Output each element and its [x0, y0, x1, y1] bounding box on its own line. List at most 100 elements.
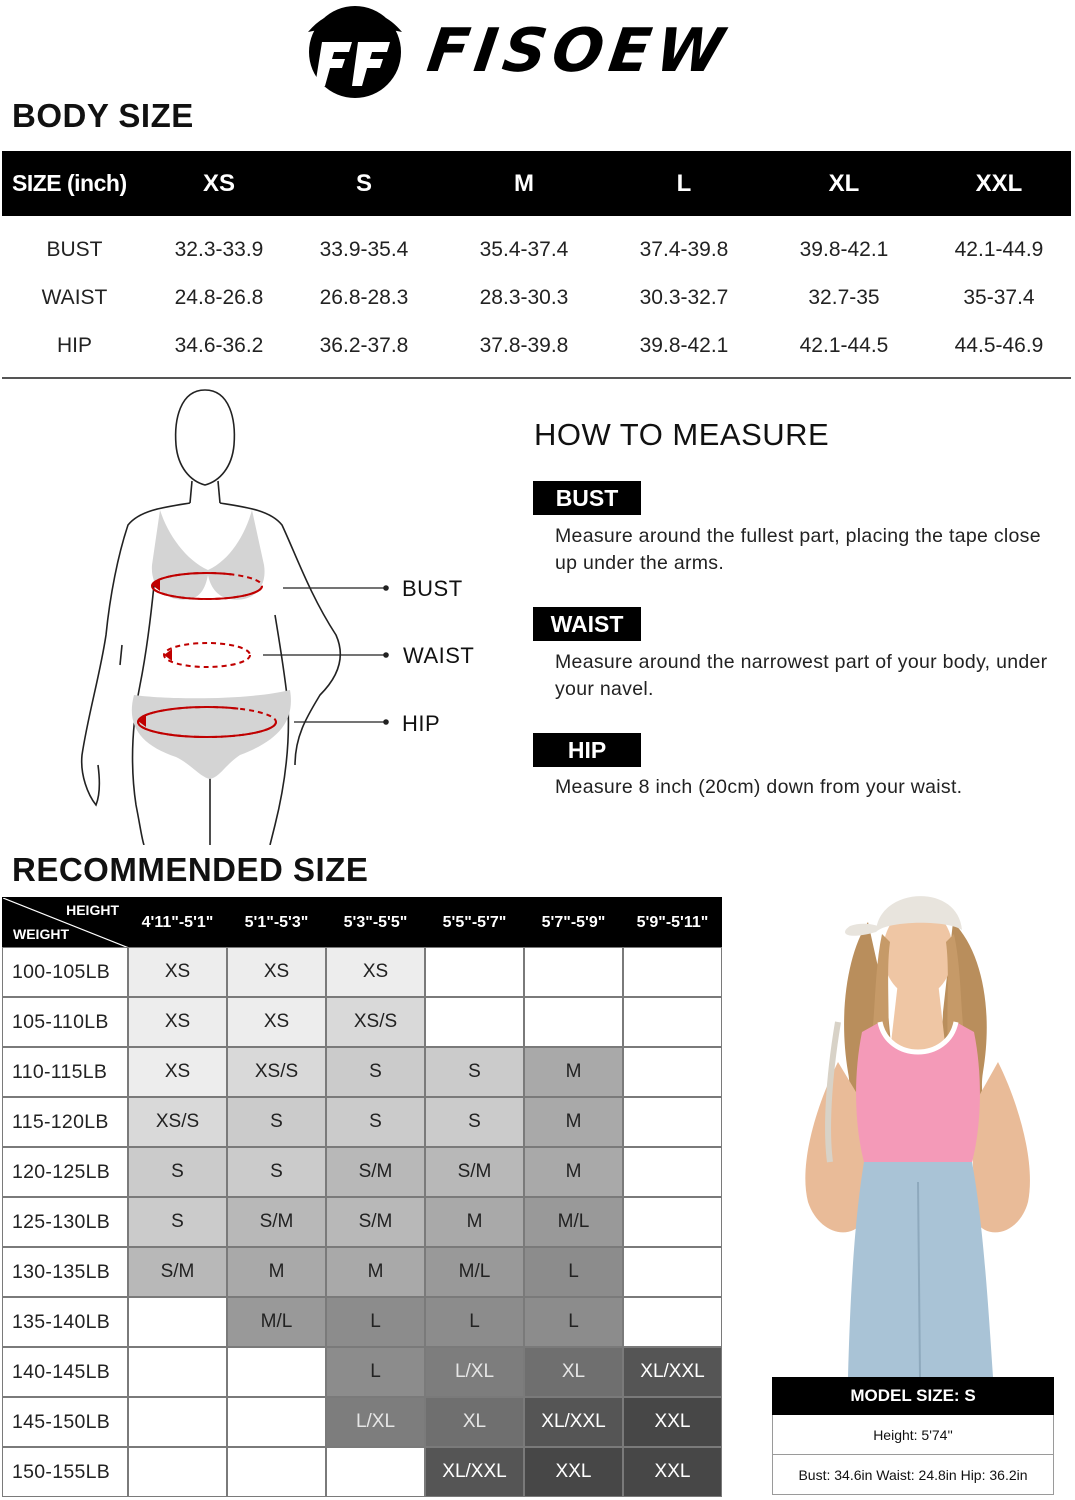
size-grid-cell: S	[227, 1147, 326, 1197]
table-cell: 37.8-39.8	[479, 334, 569, 357]
size-grid-cell: XL/XXL	[425, 1447, 524, 1497]
size-grid-cell	[326, 1447, 425, 1497]
table-cell: 42.1-44.5	[799, 334, 889, 357]
size-grid-cell: S/M	[128, 1247, 227, 1297]
table-cell: 34.6-36.2	[174, 334, 264, 357]
body-measure-figure	[80, 389, 389, 845]
body-size-row-bust: BUST 32.3-33.9 33.9-35.4 35.4-37.4 37.4-39.8…	[2, 230, 1071, 270]
figure-label-bust: BUST	[402, 576, 463, 601]
row-label: BUST	[46, 238, 103, 261]
size-grid-cell: M	[227, 1247, 326, 1297]
size-grid-cell	[623, 1097, 722, 1147]
size-grid-cell: S/M	[326, 1147, 425, 1197]
size-grid-cell: M	[425, 1197, 524, 1247]
size-unit-header: SIZE (inch)	[12, 170, 127, 196]
size-grid-cell: S	[227, 1097, 326, 1147]
table-cell: 39.8-42.1	[639, 334, 729, 357]
size-grid-cell: XS	[128, 1047, 227, 1097]
weight-label: 105-110LB	[2, 997, 128, 1047]
divider	[2, 377, 1071, 379]
body-size-title: BODY SIZE	[12, 97, 194, 134]
table-cell: 24.8-26.8	[174, 286, 264, 309]
size-grid-cell	[524, 947, 623, 997]
size-grid-cell	[227, 1347, 326, 1397]
measure-desc-bust: Measure around the fullest part, placing…	[555, 525, 1041, 574]
size-grid-cell: S	[425, 1097, 524, 1147]
brand-name: FISOEW	[423, 16, 734, 86]
figure-label-waist: WAIST	[403, 643, 475, 668]
size-grid-cell: M	[524, 1147, 623, 1197]
size-header-s: S	[355, 170, 372, 197]
height-weight-corner: HEIGHT WEIGHT	[2, 897, 129, 948]
size-grid-cell: XS/S	[326, 997, 425, 1047]
size-grid-cell: XS	[128, 947, 227, 997]
body-size-row-hip: HIP 34.6-36.2 36.2-37.8 37.8-39.8 39.8-42.1 4…	[2, 326, 1071, 366]
size-grid-cell: M	[524, 1097, 623, 1147]
row-label: WAIST	[41, 286, 108, 309]
how-to-measure-title: HOW TO MEASURE	[534, 417, 830, 452]
size-grid-cell: L/XL	[326, 1397, 425, 1447]
height-header: 5'3"-5'5"	[326, 897, 425, 947]
brand-logo-icon	[308, 6, 402, 98]
measure-label-waist: WAIST	[533, 607, 641, 641]
height-header: 5'1"-5'3"	[227, 897, 326, 947]
size-grid-cell: L	[425, 1297, 524, 1347]
size-grid-cell: XS/S	[227, 1047, 326, 1097]
size-grid-cell: M/L	[425, 1247, 524, 1297]
weight-label: 140-145LB	[2, 1347, 128, 1397]
size-grid-cell: L	[326, 1297, 425, 1347]
size-grid-cell: L	[524, 1247, 623, 1297]
size-grid-cell: S	[326, 1097, 425, 1147]
weight-label: 110-115LB	[2, 1047, 128, 1097]
size-grid-cell: S	[326, 1047, 425, 1097]
weight-label: 115-120LB	[2, 1097, 128, 1147]
size-grid-cell: XS	[326, 947, 425, 997]
size-grid-cell: XL/XXL	[623, 1347, 722, 1397]
weight-label: 135-140LB	[2, 1297, 128, 1347]
size-grid-cell	[623, 947, 722, 997]
size-grid-cell: S	[128, 1147, 227, 1197]
size-grid-cell	[425, 947, 524, 997]
size-header-xs: XS	[202, 170, 235, 197]
height-header: 5'9"-5'11"	[623, 897, 722, 947]
size-grid-cell	[227, 1447, 326, 1497]
size-grid-cell	[128, 1397, 227, 1447]
model-size-card: MODEL SIZE: S Height: 5'74'' Bust: 34.6i…	[772, 1377, 1054, 1495]
size-grid-cell	[623, 1297, 722, 1347]
model-measurements: Bust: 34.6in Waist: 24.8in Hip: 36.2in	[772, 1455, 1054, 1495]
size-grid-cell: XL	[425, 1397, 524, 1447]
size-grid-cell: XXL	[524, 1447, 623, 1497]
size-grid-cell: S/M	[227, 1197, 326, 1247]
size-grid-cell: XL	[524, 1347, 623, 1397]
weight-label: 150-155LB	[2, 1447, 128, 1497]
size-grid-cell	[227, 1397, 326, 1447]
model-photo	[805, 896, 1030, 1377]
table-cell: 32.3-33.9	[174, 238, 264, 261]
size-grid-cell: M/L	[227, 1297, 326, 1347]
size-grid-cell: L/XL	[425, 1347, 524, 1397]
figure-label-hip: HIP	[402, 711, 441, 736]
body-size-header: SIZE (inch) XS S M L XL XXL	[2, 151, 1071, 216]
size-grid-cell: S/M	[326, 1197, 425, 1247]
size-grid-cell	[623, 1047, 722, 1097]
table-cell: 37.4-39.8	[639, 238, 729, 261]
recommended-size-title: RECOMMENDED SIZE	[12, 851, 369, 888]
table-cell: 32.7-35	[808, 286, 880, 309]
size-grid-cell	[623, 1197, 722, 1247]
row-label: HIP	[56, 334, 92, 357]
size-grid-cell	[623, 1147, 722, 1197]
size-grid-cell: S	[425, 1047, 524, 1097]
size-grid-cell: XXL	[623, 1397, 722, 1447]
size-grid-cell	[128, 1297, 227, 1347]
table-cell: 33.9-35.4	[319, 238, 409, 261]
table-cell: 35.4-37.4	[479, 238, 569, 261]
size-header-m: M	[514, 170, 534, 197]
height-header: 5'7"-5'9"	[524, 897, 623, 947]
height-header: 5'5"-5'7"	[425, 897, 524, 947]
table-cell: 26.8-28.3	[319, 286, 409, 309]
measure-label-bust: BUST	[533, 481, 641, 515]
model-size-title: MODEL SIZE: S	[772, 1377, 1054, 1415]
measure-desc-waist: Measure around the narrowest part of you…	[555, 651, 1048, 700]
height-header: 4'11"-5'1"	[128, 897, 227, 947]
weight-label: 100-105LB	[2, 947, 128, 997]
